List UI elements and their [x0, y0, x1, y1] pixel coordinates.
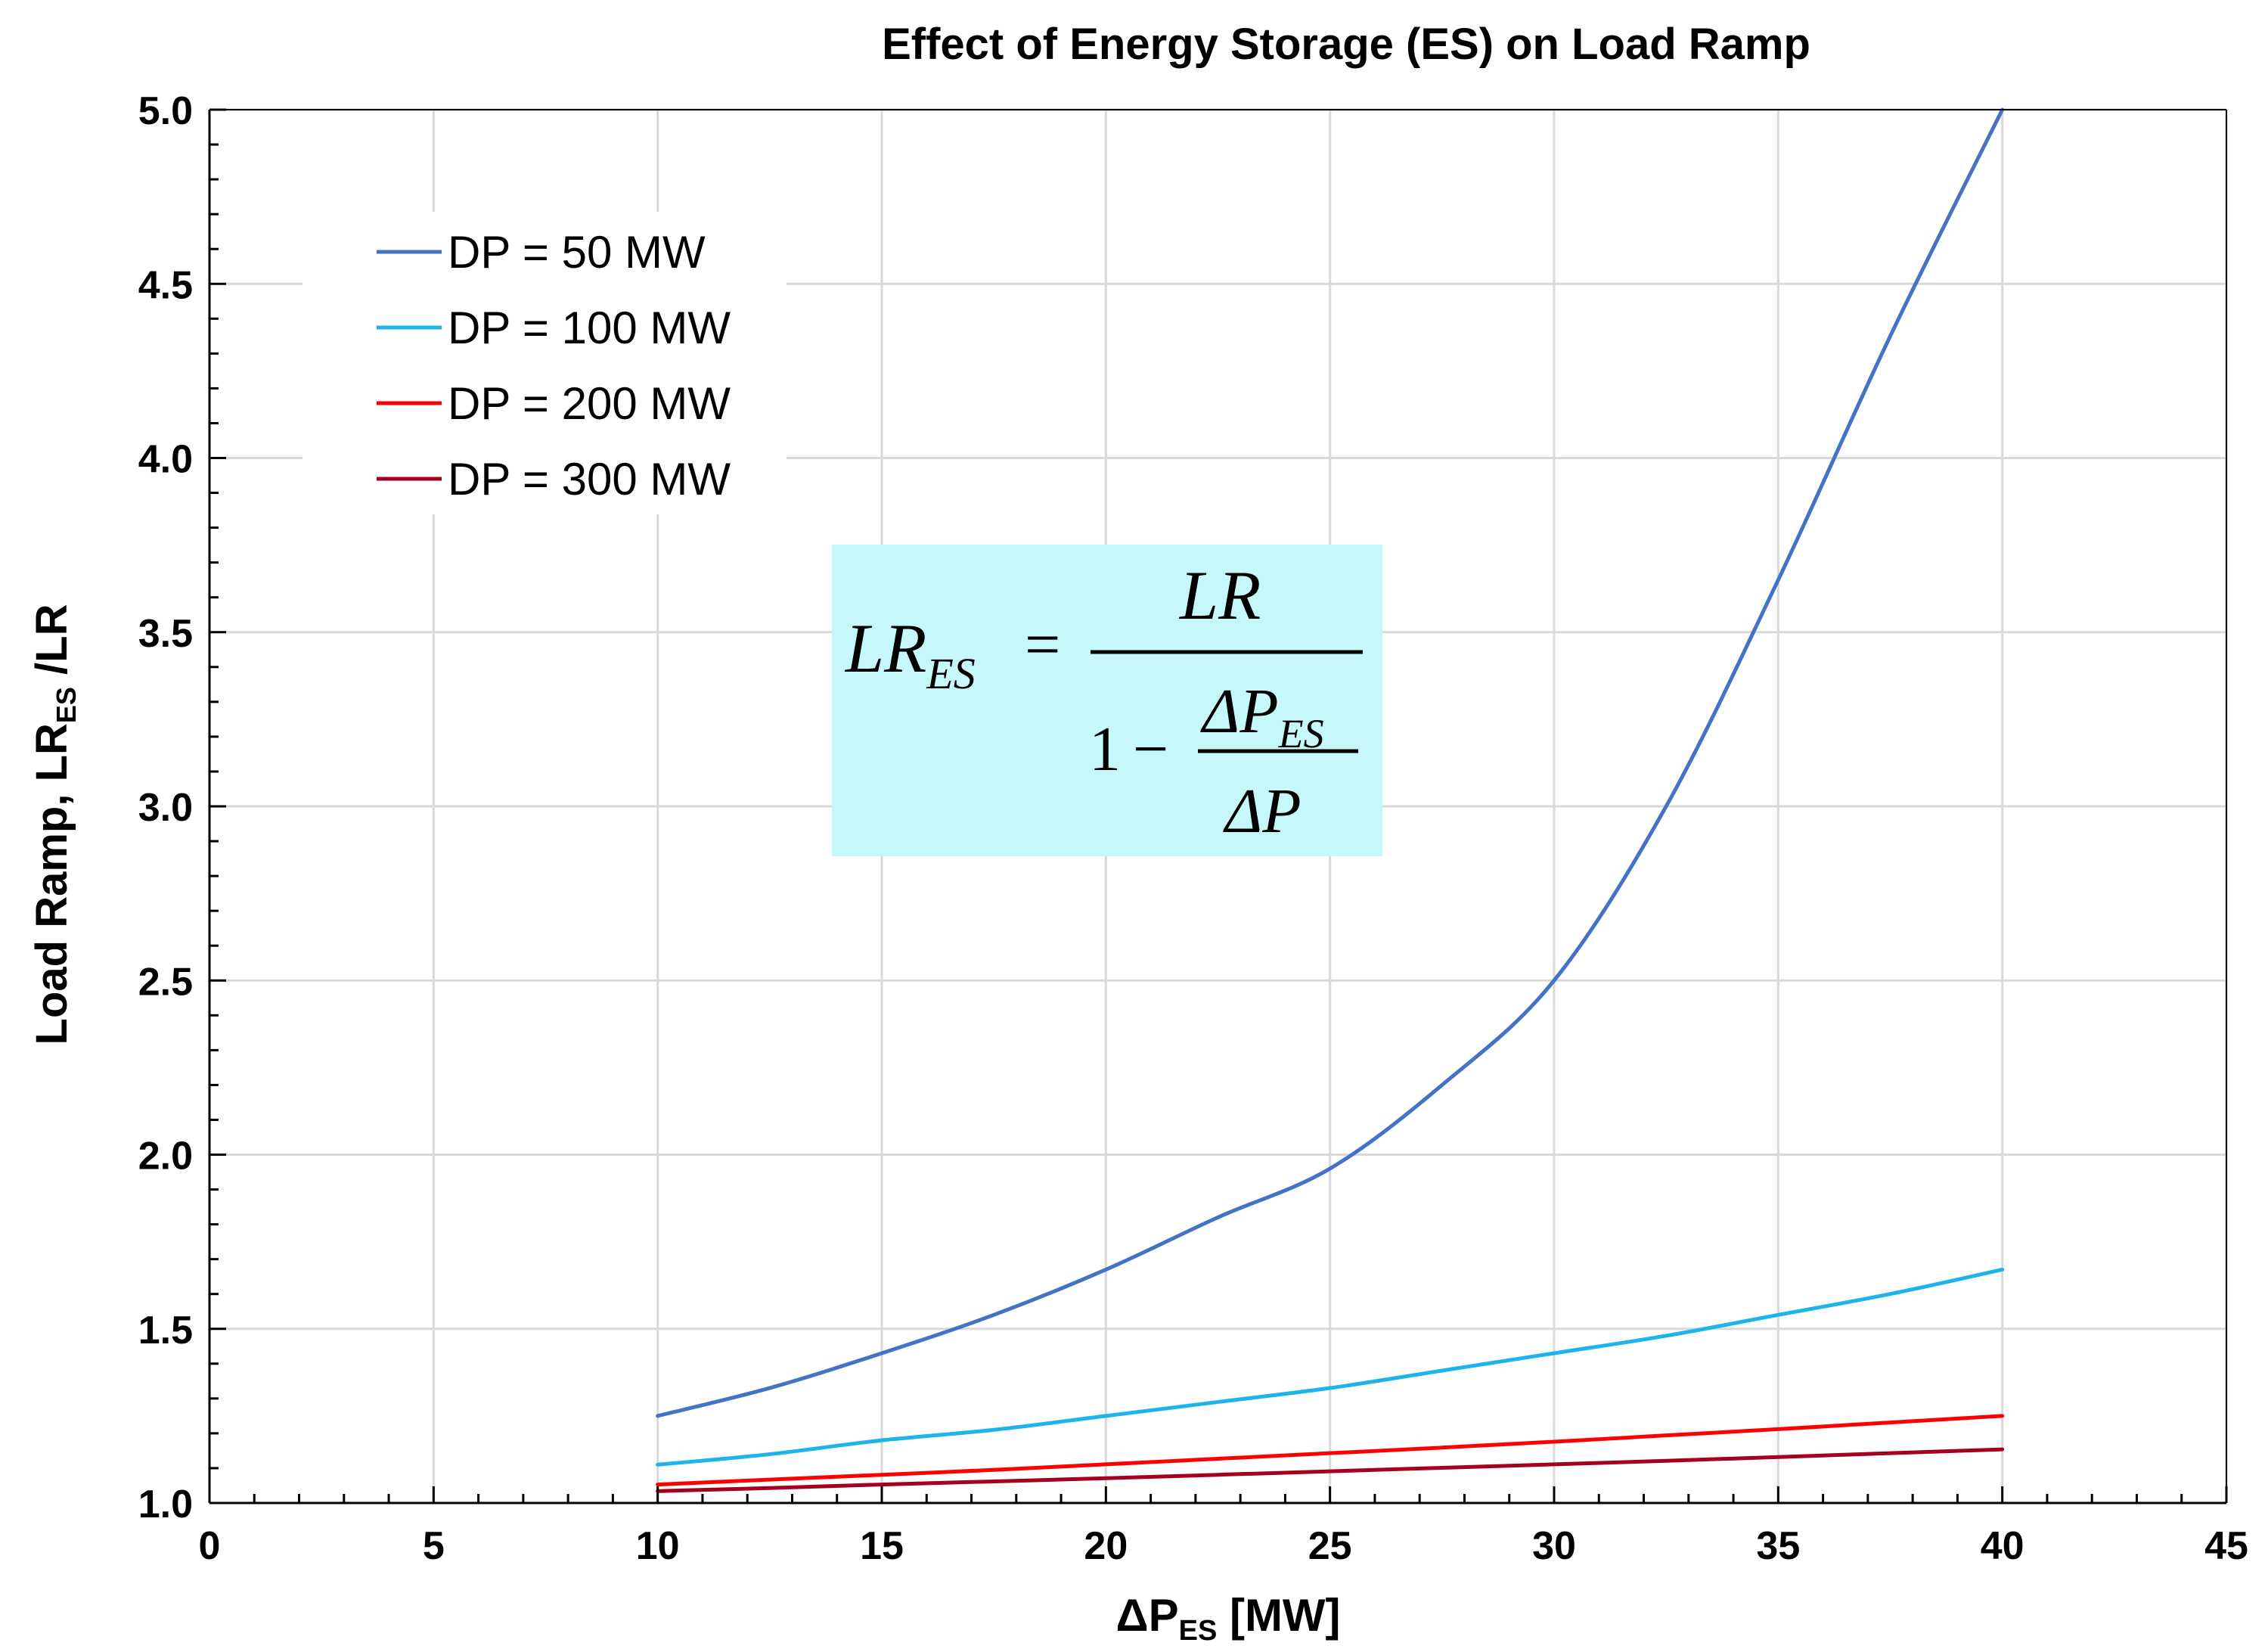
formula-lhs: LRES [844, 610, 976, 698]
y-tick-label: 2.0 [138, 1135, 193, 1178]
x-tick-label: 45 [2204, 1524, 2248, 1568]
y-tick-label: 3.0 [138, 786, 193, 830]
series-layer [656, 107, 2005, 1493]
x-tick-label: 40 [1981, 1524, 2024, 1568]
x-tick-label: 15 [860, 1524, 904, 1568]
x-tick-label: 20 [1084, 1524, 1128, 1568]
y-tick-label: 1.5 [138, 1309, 193, 1352]
y-tick-label: 3.5 [138, 612, 193, 656]
x-tick-label: 30 [1532, 1524, 1576, 1568]
formula-inner-denominator: ΔP [1223, 776, 1302, 846]
series-line-dp-50-mw [656, 107, 2005, 1418]
formula-minus: − [1133, 714, 1168, 784]
chart-title: Effect of Energy Storage (ES) on Load Ra… [882, 20, 1810, 69]
formula-annotation: LRES = LR 1 − ΔPES ΔP [832, 545, 1382, 856]
legend-box [303, 212, 787, 514]
legend-label: DP = 200 MW [448, 378, 731, 429]
series-line-dp-100-mw [656, 1267, 2005, 1467]
x-axis-label: ΔPES [MW] [1115, 1590, 1340, 1647]
x-tick-label: 35 [1756, 1524, 1800, 1568]
formula-box [832, 545, 1382, 856]
legend: DP = 50 MW DP = 100 MW DP = 200 MW DP = 300… [303, 212, 787, 514]
y-tick-label: 5.0 [138, 89, 193, 133]
legend-label: DP = 100 MW [448, 303, 731, 353]
legend-label: DP = 300 MW [448, 454, 731, 505]
formula-one: 1 [1089, 714, 1121, 784]
ticks: 1.0 1.5 2.0 2.5 3.0 3.5 4.0 4.5 5.0 0 5 10 15 20 25 30 3… [138, 89, 2248, 1568]
y-tick-label: 2.5 [138, 960, 193, 1004]
x-tick-label: 10 [636, 1524, 680, 1568]
y-tick-label: 4.5 [138, 263, 193, 307]
legend-label: DP = 50 MW [448, 227, 706, 278]
x-tick-label: 5 [423, 1524, 445, 1568]
series-line-dp-200-mw [656, 1414, 2005, 1487]
x-tick-label: 0 [199, 1524, 221, 1568]
y-tick-label: 1.0 [138, 1483, 193, 1526]
y-axis-label: Load Ramp, LRES /LR [27, 604, 82, 1045]
formula-inner-numerator: ΔPES [1200, 676, 1324, 756]
series-line-dp-300-mw [656, 1447, 2005, 1493]
x-tick-label: 25 [1308, 1524, 1352, 1568]
formula-numerator: LR [1178, 557, 1261, 634]
formula-equals: = [1025, 610, 1060, 680]
y-tick-label: 4.0 [138, 438, 193, 482]
